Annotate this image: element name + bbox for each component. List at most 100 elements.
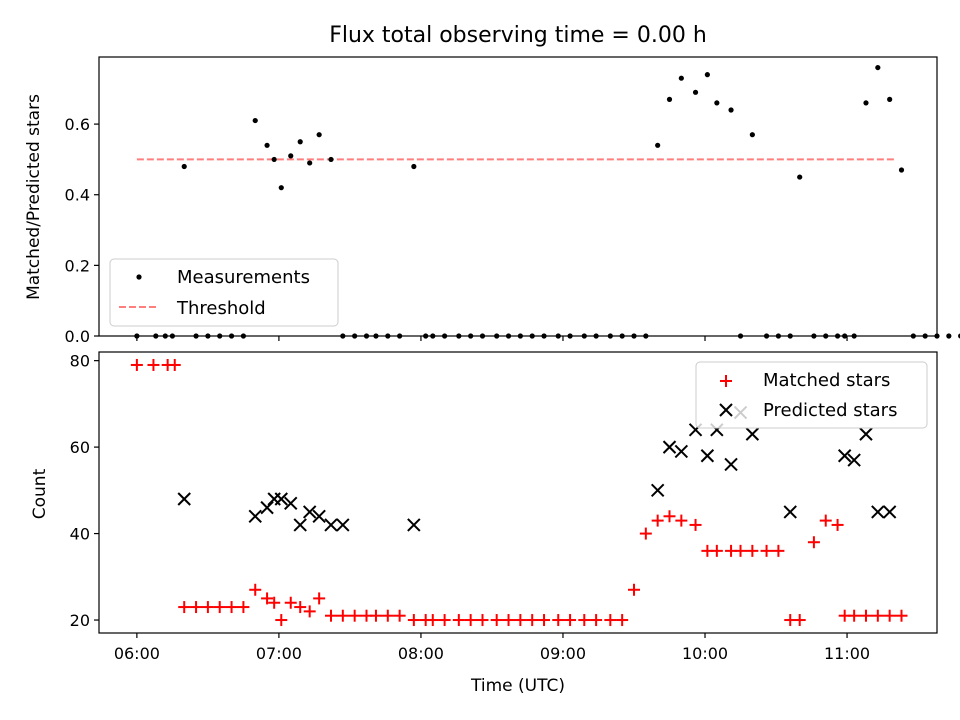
matched-star-point xyxy=(426,614,439,627)
measurement-point xyxy=(863,100,869,106)
matched-star-point xyxy=(313,592,326,605)
matched-star-point xyxy=(689,518,702,531)
matched-star-point xyxy=(147,358,160,371)
measurement-point xyxy=(749,132,755,138)
legend-threshold-label: Threshold xyxy=(176,298,266,319)
matched-star-point xyxy=(190,601,203,614)
predicted-star-point xyxy=(284,496,298,511)
chart-title: Flux total observing time = 0.00 h xyxy=(329,23,707,48)
predicted-star-point xyxy=(745,427,760,441)
predicted-star-point xyxy=(293,518,307,532)
matched-star-point xyxy=(268,596,281,609)
matched-star-point xyxy=(514,614,527,627)
matched-star-point xyxy=(819,514,832,527)
legend-predicted-label: Predicted stars xyxy=(763,400,897,421)
predicted-star-point xyxy=(871,505,885,519)
top-y-tick-label: 0.4 xyxy=(65,186,90,205)
top-y-tick-label: 0.6 xyxy=(65,115,90,134)
bottom-legend: Matched stars Predicted stars xyxy=(695,361,928,429)
measurement-point xyxy=(666,96,673,102)
matched-star-point xyxy=(604,614,617,627)
matched-star-point xyxy=(294,601,307,614)
bottom-x-tick-label: 06:00 xyxy=(114,644,160,663)
matched-star-point xyxy=(616,614,629,627)
matched-star-point xyxy=(793,614,806,627)
bottom-plot-frame xyxy=(98,351,938,634)
matched-star-point xyxy=(526,614,539,627)
matched-star-point xyxy=(303,605,316,618)
bottom-y-ticks: 20 40 60 80 xyxy=(70,352,99,630)
matched-star-point xyxy=(225,601,238,614)
matched-star-point xyxy=(746,544,759,557)
legend-predicted-swatch xyxy=(719,403,733,417)
matched-star-point xyxy=(859,609,872,622)
predicted-star-point xyxy=(847,453,861,467)
matched-star-point xyxy=(275,614,288,627)
matched-star-point xyxy=(564,614,577,627)
predicted-star-point xyxy=(837,449,852,463)
matched-star-point xyxy=(871,609,884,622)
measurement-point xyxy=(728,107,734,113)
measurement-point xyxy=(704,72,710,78)
bottom-y-tick-label: 80 xyxy=(70,352,90,371)
matched-star-point xyxy=(393,609,406,622)
measurement-point xyxy=(678,75,684,81)
matched-star-point xyxy=(848,609,861,622)
measurement-point xyxy=(887,96,893,102)
matched-star-point xyxy=(807,536,820,549)
predicted-star-point xyxy=(177,492,191,506)
predicted-star-point xyxy=(783,505,797,519)
matched-star-point xyxy=(381,609,394,622)
predicted-star-point xyxy=(336,518,350,532)
predicted-star-point xyxy=(859,427,873,441)
matched-star-point xyxy=(883,609,896,622)
predicted-star-point xyxy=(700,449,715,463)
bottom-legend-box xyxy=(695,361,928,429)
bottom-y-tick-label: 40 xyxy=(70,525,90,544)
matched-star-point xyxy=(590,614,603,627)
bottom-x-ticks: 06:00 07:00 08:00 09:00 10:00 11:00 xyxy=(114,633,870,663)
legend-measurements-label: Measurements xyxy=(177,267,310,288)
predicted-star-point xyxy=(248,509,262,523)
matched-star-point xyxy=(348,609,361,622)
measurement-point xyxy=(411,163,417,170)
bottom-y-axis-label: Count xyxy=(30,468,50,519)
matched-star-point xyxy=(772,544,785,557)
top-legend: Measurements Threshold xyxy=(109,258,339,327)
matched-star-point xyxy=(639,527,652,540)
matched-star-point xyxy=(734,544,747,557)
measurement-point xyxy=(946,333,952,339)
matched-star-point xyxy=(710,544,723,557)
predicted-star-point xyxy=(274,492,288,506)
predicted-star-point xyxy=(882,505,897,519)
top-plot-frame xyxy=(98,56,938,337)
matched-star-point xyxy=(502,614,515,627)
bottom-x-tick-label: 09:00 xyxy=(540,644,586,663)
matched-star-point xyxy=(369,609,382,622)
legend-matched-swatch xyxy=(720,375,732,387)
top-legend-box xyxy=(109,258,339,327)
bottom-x-tick-label: 10:00 xyxy=(682,644,728,663)
measurement-point xyxy=(252,117,258,124)
bottom-x-tick-label: 11:00 xyxy=(824,644,870,663)
measurement-point xyxy=(181,163,187,170)
measurement-point xyxy=(692,89,699,95)
predicted-star-point xyxy=(407,518,421,532)
matched-star-point xyxy=(663,510,676,523)
matched-star-point xyxy=(627,583,640,596)
measurement-point xyxy=(297,139,303,145)
bottom-y-tick-label: 60 xyxy=(70,438,90,457)
measurement-point xyxy=(655,142,661,148)
measurement-point xyxy=(264,142,270,148)
measurement-point xyxy=(316,132,322,138)
matched-star-point xyxy=(261,592,274,605)
matched-star-point xyxy=(178,601,191,614)
predicted-star-point xyxy=(324,518,338,532)
matched-star-point xyxy=(213,601,226,614)
bottom-x-tick-label: 07:00 xyxy=(256,644,302,663)
matched-star-point xyxy=(324,609,337,622)
matched-star-point xyxy=(284,596,297,609)
matched-star-point xyxy=(464,614,477,627)
